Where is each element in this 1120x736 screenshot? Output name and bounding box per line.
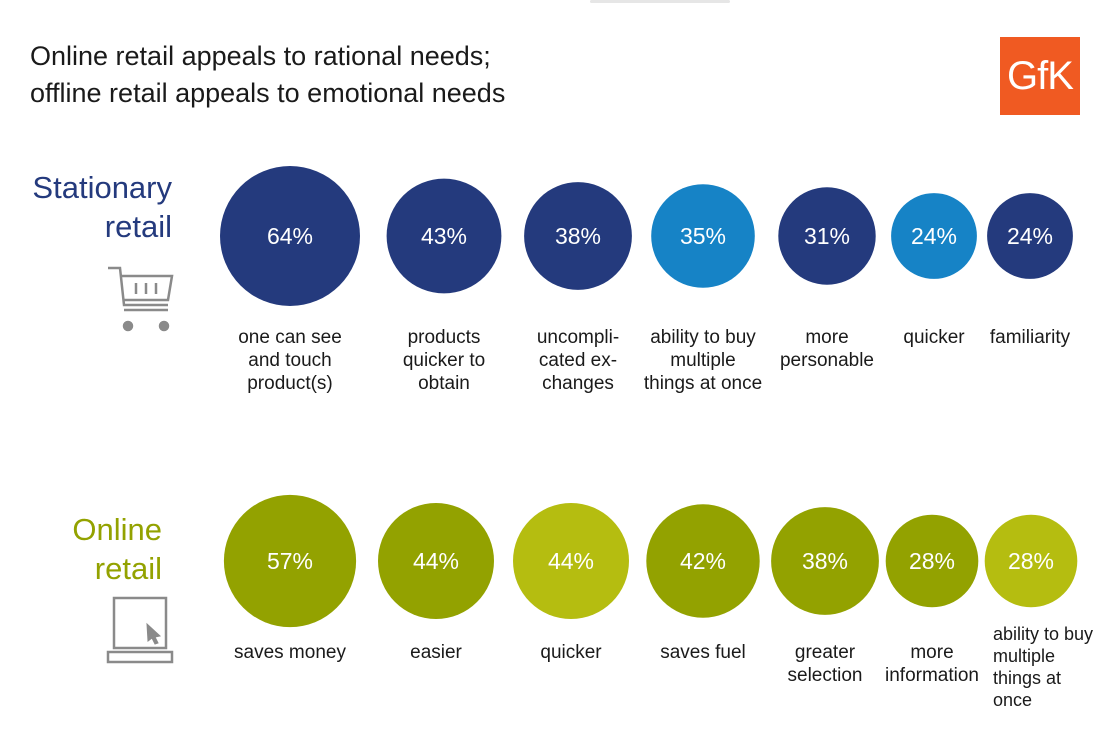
category-label-line: things at xyxy=(993,668,1061,688)
stationary-category-label-1: one can see and touch product(s) xyxy=(238,327,342,394)
stationary-bubble-5 xyxy=(778,187,876,285)
online-category-label-7: ability to buy multiple things at once xyxy=(993,624,1093,710)
category-label-line: product(s) xyxy=(247,373,333,394)
online-category-label-3: quicker xyxy=(540,642,602,663)
online-bubble-5 xyxy=(771,507,879,615)
category-label-line: saves money xyxy=(234,642,346,663)
category-label-line: once xyxy=(993,690,1032,710)
online-value-label-5: 38% xyxy=(802,548,848,574)
top-edge-shadow xyxy=(590,0,730,3)
category-label-line: obtain xyxy=(418,373,470,394)
online-category-label-2: easier xyxy=(410,642,462,663)
online-value-label-4: 42% xyxy=(680,548,726,574)
title-line-2: offline retail appeals to emotional need… xyxy=(30,78,506,108)
online-bubble-1 xyxy=(223,494,357,628)
category-label-line: things at once xyxy=(644,373,762,394)
stationary-category-label-5: more personable xyxy=(780,327,874,371)
online-bubble-4 xyxy=(646,504,760,618)
category-label-line: quicker xyxy=(540,642,602,663)
category-label-line: ability to buy xyxy=(993,624,1093,644)
stationary-label-line-2: retail xyxy=(104,209,172,244)
online-value-label-6: 28% xyxy=(909,548,955,574)
stationary-category-label-3: uncompli-cated ex-changes xyxy=(537,327,619,394)
shopping-cart-icon xyxy=(108,266,174,332)
stationary-value-label-3: 38% xyxy=(555,223,601,249)
category-label-line: changes xyxy=(542,373,614,394)
stationary-value-label-1: 64% xyxy=(267,223,313,249)
stationary-bubble-6 xyxy=(891,193,977,279)
category-label-line: products xyxy=(408,327,481,348)
online-bubble-6 xyxy=(885,514,979,608)
stationary-bubble-7 xyxy=(987,193,1073,279)
laptop-icon xyxy=(106,596,174,664)
category-label-line: saves fuel xyxy=(660,642,746,663)
online-value-label-7: 28% xyxy=(1008,548,1054,574)
category-label-line: more xyxy=(910,642,953,663)
online-retail-label: Online retail xyxy=(0,510,162,588)
online-category-label-5: greater selection xyxy=(788,642,863,686)
online-bubble-7 xyxy=(984,514,1078,608)
stationary-bubble-2 xyxy=(386,178,502,294)
category-label-line: one can see xyxy=(238,327,342,348)
online-category-label-4: saves fuel xyxy=(660,642,746,663)
stationary-value-label-6: 24% xyxy=(911,223,957,249)
gfk-logo: GfK xyxy=(1000,37,1080,115)
stationary-bubble-3 xyxy=(524,182,632,290)
online-label-line-2: retail xyxy=(94,551,162,586)
stationary-value-label-2: 43% xyxy=(421,223,467,249)
category-label-line: greater xyxy=(795,642,856,663)
stationary-value-label-7: 24% xyxy=(1007,223,1053,249)
online-bubble-3 xyxy=(513,503,629,619)
category-label-line: ability to buy xyxy=(650,327,756,348)
online-category-label-6: more information xyxy=(885,642,979,686)
category-label-line: uncompli- xyxy=(537,327,619,348)
category-label-line: familiarity xyxy=(990,327,1071,348)
category-label-line: selection xyxy=(788,665,863,686)
online-value-label-3: 44% xyxy=(548,548,594,574)
category-label-line: and touch xyxy=(248,350,331,371)
category-label-line: information xyxy=(885,665,979,686)
logo-text: GfK xyxy=(1007,53,1074,98)
online-value-label-2: 44% xyxy=(413,548,459,574)
stationary-category-label-7: familiarity xyxy=(990,327,1071,348)
stationary-category-label-6: quicker xyxy=(903,327,965,348)
category-label-line: more xyxy=(805,327,848,348)
stationary-retail-label: Stationary retail xyxy=(0,168,172,246)
stationary-category-label-4: ability to buy multiple things at once xyxy=(644,327,762,394)
title-line-1: Online retail appeals to rational needs; xyxy=(30,41,491,71)
stationary-value-label-5: 31% xyxy=(804,223,850,249)
category-label-line: personable xyxy=(780,350,874,371)
category-label-line: multiple xyxy=(993,646,1055,666)
online-bubble-2 xyxy=(378,503,494,619)
online-category-label-1: saves money xyxy=(234,642,346,663)
category-label-line: easier xyxy=(410,642,462,663)
category-label-line: quicker to xyxy=(403,350,485,371)
page-title: Online retail appeals to rational needs;… xyxy=(30,38,505,112)
stationary-label-line-1: Stationary xyxy=(32,170,172,205)
online-value-label-1: 57% xyxy=(267,548,313,574)
category-label-line: multiple xyxy=(670,350,735,371)
category-label-line: quicker xyxy=(903,327,965,348)
category-label-line: cated ex- xyxy=(539,350,617,371)
stationary-value-label-4: 35% xyxy=(680,223,726,249)
stationary-category-label-2: products quicker to obtain xyxy=(403,327,485,394)
online-label-line-1: Online xyxy=(72,512,162,547)
stationary-bubble-4 xyxy=(651,184,755,288)
stationary-bubble-1 xyxy=(220,166,360,306)
